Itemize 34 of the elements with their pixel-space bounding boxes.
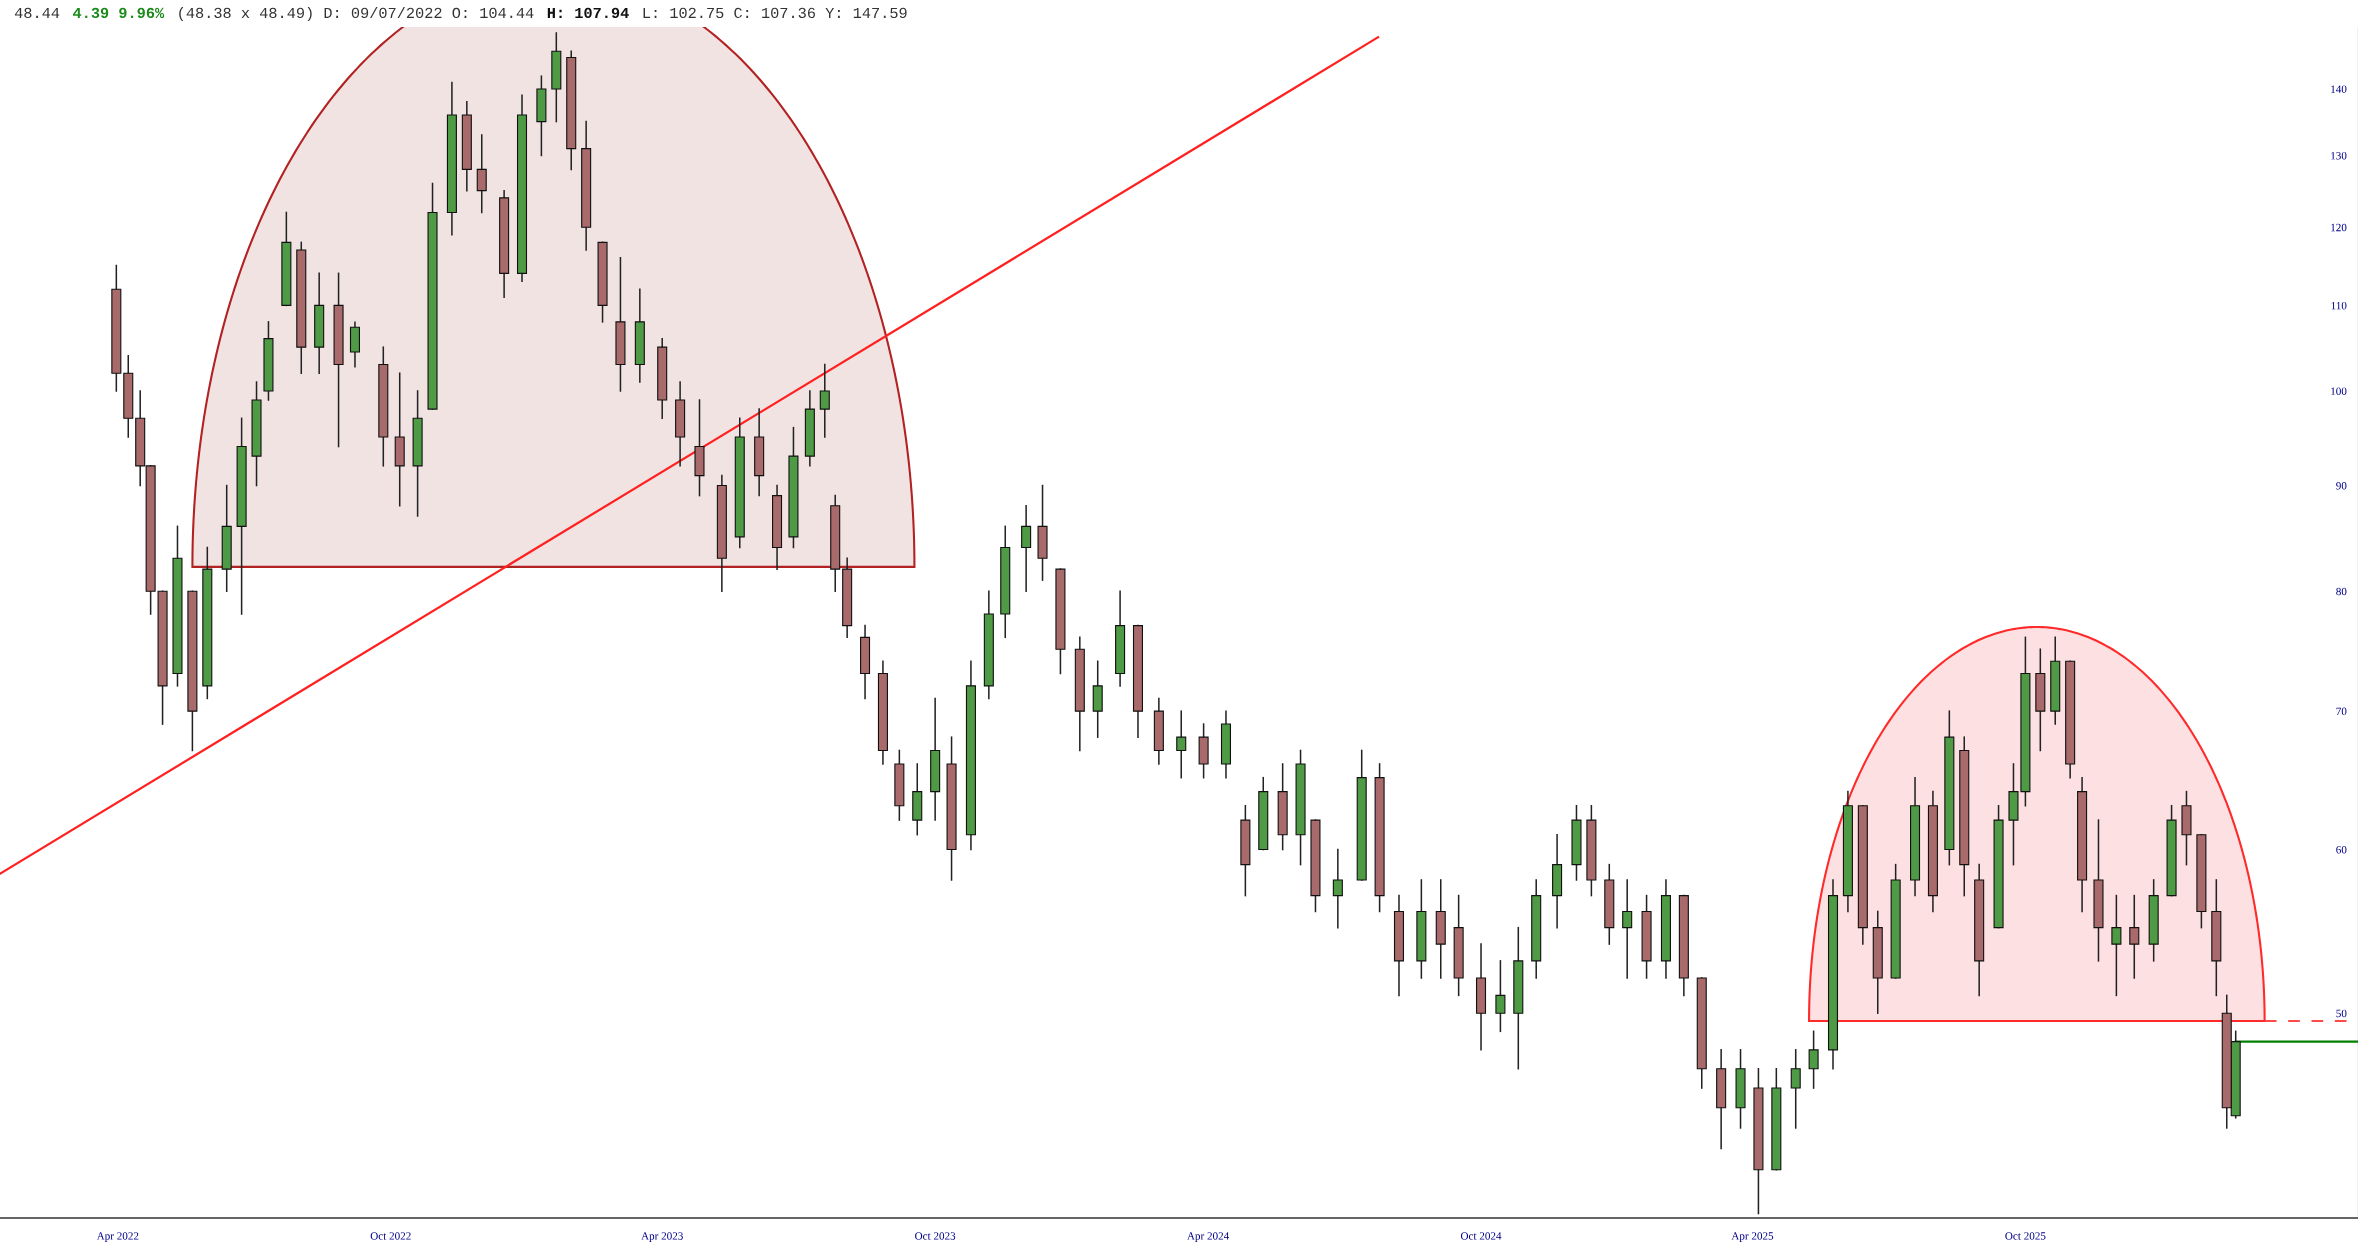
- candlestick: [1622, 879, 1633, 979]
- y-tick-label: 100: [2331, 387, 2347, 395]
- y-tick-label: 60: [2336, 845, 2347, 854]
- candlestick: [1332, 848, 1343, 929]
- x-tick-label: Oct 2024: [1460, 1232, 1502, 1240]
- text: (48.38 x 48.49) D: 09/07/2022 O: 104.44: [179, 6, 534, 22]
- candlestick: [476, 134, 487, 214]
- y-tick-label: 120: [2331, 223, 2347, 232]
- x-tick-label: Apr 2025: [1731, 1232, 1774, 1242]
- candlestick: [1176, 710, 1187, 779]
- y-tick-label: 140: [2331, 85, 2347, 93]
- x-tick-label: Oct 2022: [370, 1232, 411, 1240]
- y-tick-label: 110: [2331, 301, 2347, 310]
- text: H: 107.94: [547, 7, 629, 19]
- y-tick-label: 130: [2331, 151, 2347, 160]
- x-tick-label: Apr 2024: [1187, 1232, 1230, 1242]
- y-tick-label: 70: [2336, 707, 2347, 716]
- x-tick-label: Apr 2022: [96, 1232, 139, 1242]
- candlestick: [1808, 1030, 1819, 1089]
- x-tick-label: Oct 2025: [2005, 1232, 2046, 1240]
- text: L: 102.75 C: 107.36 Y: 147.59: [643, 7, 907, 19]
- candlestick: [1021, 504, 1032, 593]
- candlestick: [819, 363, 830, 438]
- x-tick-label: Apr 2023: [641, 1232, 683, 1242]
- text: 4.39 9.96%: [73, 7, 165, 19]
- candlestick: [2129, 894, 2140, 979]
- candlestick: [1790, 1049, 1801, 1129]
- candlestick: [2111, 894, 2122, 997]
- y-tick-label: 50: [2336, 1009, 2347, 1018]
- y-tick-label: 90: [2336, 482, 2347, 490]
- text: 48.44: [14, 7, 60, 19]
- y-tick-label: 80: [2336, 587, 2347, 596]
- candlestick: [1495, 960, 1506, 1033]
- x-tick-label: Oct 2023: [915, 1232, 956, 1240]
